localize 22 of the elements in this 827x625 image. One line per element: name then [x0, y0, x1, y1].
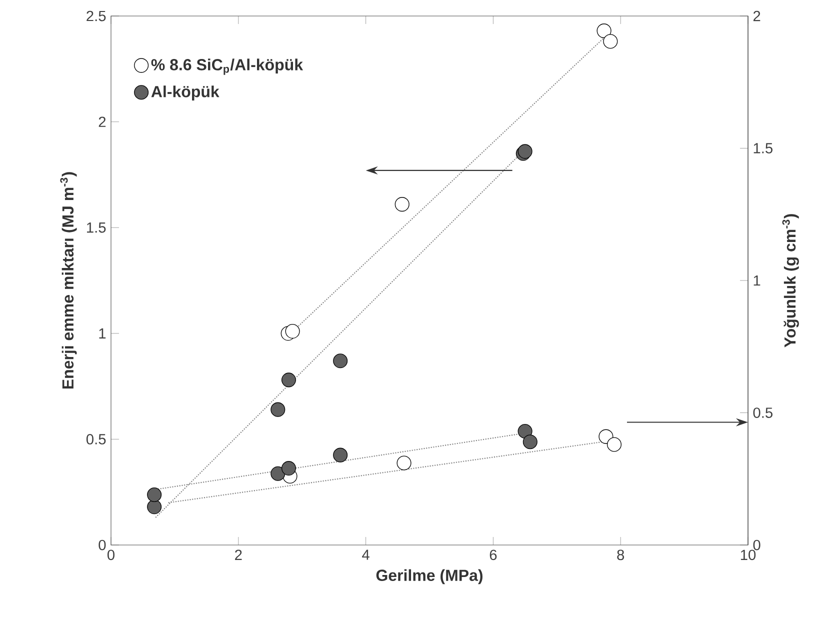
- x-tick-label: 10: [740, 550, 756, 560]
- x-tick-label: 6: [490, 550, 497, 560]
- x-tick-label: 0: [107, 550, 114, 560]
- x-tick-label: 4: [362, 550, 370, 560]
- y2-tick-label: 0.5: [753, 408, 772, 418]
- y-tick-label: 2.5: [86, 10, 106, 22]
- y2-tick-label: 0: [753, 540, 760, 550]
- y2-tick-label: 1: [754, 275, 760, 286]
- y-tick-label: 1.5: [87, 222, 106, 233]
- y-tick-label: 0.5: [86, 434, 106, 444]
- legend-label: % 8.6 SiC$_{p}$/Al-köpük: [151, 58, 304, 75]
- y-tick-label: 0: [98, 540, 106, 550]
- y2-tick-label: 1.5: [754, 143, 772, 154]
- x-tick-label: 2: [235, 550, 242, 560]
- y-axis-title: Enerji emme miktarı (MJ m$^{-3}$): [60, 172, 77, 389]
- x-tick-label: 8: [617, 550, 624, 560]
- y-tick-label: 2: [98, 116, 106, 127]
- y2-axis-title: Yoğunluk (g cm$^{-3}$): [782, 214, 799, 348]
- legend-label: Al-köpük: [151, 86, 220, 100]
- x-axis-title: Gerilme (MPa): [376, 569, 482, 584]
- y2-tick-label: 2: [753, 10, 760, 22]
- y-tick-label: 1: [99, 328, 106, 338]
